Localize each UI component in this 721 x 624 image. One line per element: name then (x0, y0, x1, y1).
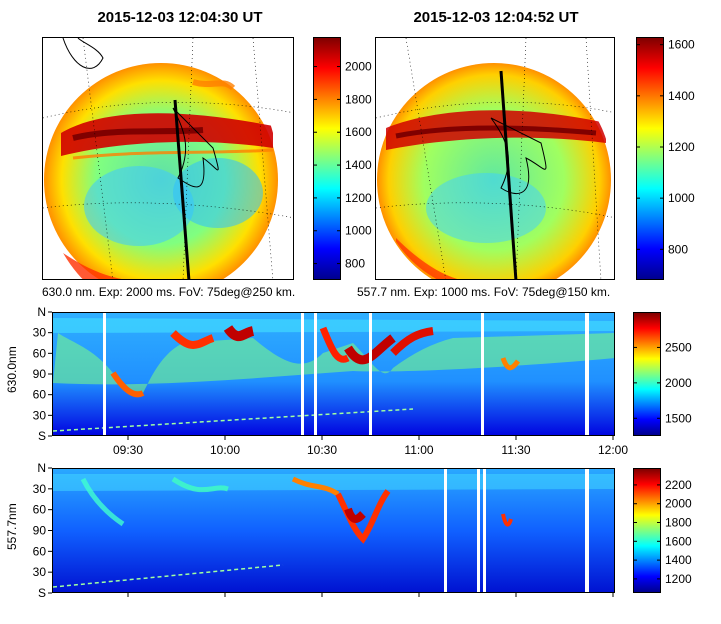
colorbar-tick-label: 2000 (345, 60, 372, 74)
colorbar-tick-label: 1000 (345, 224, 372, 238)
keogram-ytick-label: 30 (33, 326, 47, 340)
colorbar-tick-label: 800 (668, 242, 688, 256)
colorbar-557-image-ticks: 800 1000 1200 1400 1600 (636, 38, 695, 256)
colorbar-tick-label: 1200 (668, 140, 695, 154)
colorbar-630-image (313, 37, 341, 280)
colorbar-tick-label: 2000 (665, 376, 692, 390)
keogram-557-ylabel: 557.7nm (5, 503, 19, 550)
colorbar-tick-label: 1800 (665, 516, 692, 530)
colorbar-tick-label: 1600 (345, 125, 372, 139)
colorbar-tick-label: 1600 (665, 534, 692, 548)
keogram-meridian-557 (499, 70, 518, 279)
keogram-ytick-label: 60 (33, 346, 47, 360)
colorbar-tick-label: 1200 (665, 572, 692, 586)
keogram-630-yticks: N 30 60 90 60 30 S (33, 305, 52, 443)
colorbar-tick-label: 1400 (665, 553, 692, 567)
keogram-xtick-label: 11:30 (501, 443, 530, 457)
keogram-630 (52, 312, 615, 436)
svalbard-outline (172, 107, 219, 188)
keogram-ytick-label: N (37, 305, 46, 319)
keogram-ytick-label: 90 (33, 524, 47, 538)
keogram-ytick-label: N (37, 461, 46, 475)
colorbar-630-keogram-ticks: 1500 2000 2500 (633, 340, 692, 425)
keogram-ytick-label: 60 (33, 544, 47, 558)
keogram-630-xticks: 09:30 10:00 10:30 11:00 11:30 12:00 (113, 436, 628, 457)
allsky-image-557-svg (376, 38, 614, 279)
image-title-left: 2015-12-03 12:04:30 UT (97, 9, 263, 26)
colorbar-tick-label: 2000 (665, 497, 692, 511)
keogram-ytick-label: 60 (33, 388, 47, 402)
colorbar-tick-label: 1400 (668, 89, 695, 103)
keogram-xtick-label: 09:30 (113, 443, 143, 457)
colorbar-tick-label: 2200 (665, 478, 692, 492)
keogram-557-yticks: N 30 60 90 60 30 S (33, 461, 52, 600)
lat-lon-grid (43, 38, 293, 279)
keogram-557 (52, 468, 615, 593)
image-caption-right: 557.7 nm. Exp: 1000 ms. FoV: 75deg@150 k… (357, 285, 611, 299)
keogram-meridian (173, 99, 191, 279)
keogram-ytick-label: 60 (33, 503, 47, 517)
keogram-xtick-label: 11:00 (404, 443, 433, 457)
keogram-xtick-label: 12:00 (598, 443, 628, 457)
keogram-630-ylabel: 630.0nm (5, 346, 19, 393)
allsky-image-630 (42, 37, 294, 280)
colorbar-tick-label: 1200 (345, 191, 372, 205)
keogram-ytick-label: 30 (33, 482, 47, 496)
image-title-right: 2015-12-03 12:04:52 UT (413, 9, 579, 26)
colorbar-tick-label: 2500 (665, 340, 692, 354)
allsky-disk-557 (377, 63, 611, 279)
colorbar-tick-label: 1800 (345, 92, 372, 106)
colorbar-tick-label: 800 (345, 257, 365, 271)
keogram-xtick-label: 10:00 (210, 443, 240, 457)
colorbar-tick-label: 1400 (345, 158, 372, 172)
keogram-557-xticks (127, 593, 614, 597)
keogram-xtick-label: 10:30 (307, 443, 337, 457)
auroral-arc (61, 113, 273, 156)
colorbar-tick-label: 1600 (668, 38, 695, 52)
keogram-ytick-label: 30 (33, 408, 47, 422)
colorbar-557-keogram-ticks: 1200 1400 1600 1800 2000 2200 (633, 478, 692, 586)
colorbar-630-keogram (633, 312, 661, 436)
colorbar-557-image (636, 37, 664, 280)
allsky-image-557 (375, 37, 615, 280)
colorbar-557-keogram (633, 468, 661, 593)
colorbar-tick-label: 1500 (665, 411, 692, 425)
allsky-image-630-svg (43, 38, 293, 279)
keogram-ytick-label: 90 (33, 367, 47, 381)
greenland-outline (62, 38, 104, 69)
keogram-ytick-label: S (38, 586, 46, 600)
keogram-ytick-label: S (38, 429, 46, 443)
colorbar-tick-label: 1000 (668, 191, 695, 205)
keogram-ytick-label: 30 (33, 565, 47, 579)
colorbar-630-image-ticks: 800 1000 1200 1400 1600 1800 2000 (313, 60, 372, 271)
image-caption-left: 630.0 nm. Exp: 2000 ms. FoV: 75deg@250 k… (42, 285, 296, 299)
